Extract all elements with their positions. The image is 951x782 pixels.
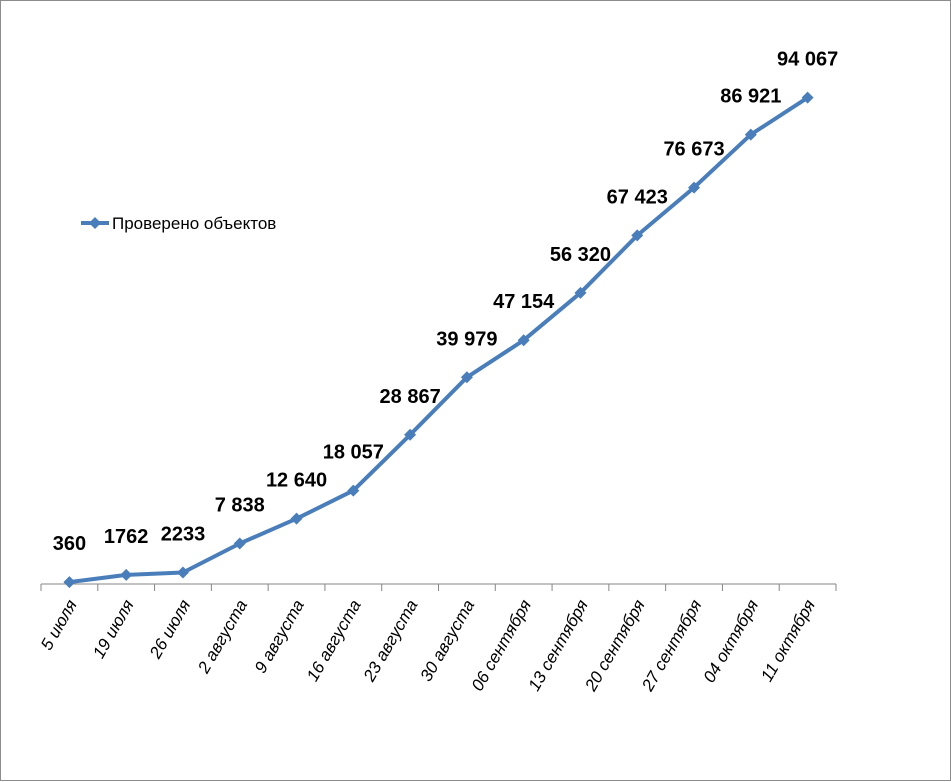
x-tick-label: 19 июля <box>89 597 138 662</box>
series-markers <box>63 91 814 589</box>
data-point-marker <box>631 229 644 242</box>
legend-diamond-marker <box>89 217 101 229</box>
x-tick-label: 30 августа <box>417 597 479 685</box>
legend: Проверено объектов <box>81 214 276 233</box>
x-tick-label: 06 сентября <box>468 597 535 695</box>
x-tick-label: 13 сентября <box>525 597 592 695</box>
x-tick-labels: 5 июля 19 июля 26 июля 2 августа 9 августа16… <box>37 597 819 696</box>
data-label: 47 154 <box>493 291 555 313</box>
data-label: 18 057 <box>323 442 384 464</box>
data-label: 7 838 <box>215 494 265 516</box>
series-line <box>67 95 810 585</box>
legend-series-label: Проверено объектов <box>112 214 276 233</box>
data-label: 39 979 <box>436 328 497 350</box>
data-point-marker <box>290 512 303 525</box>
data-point-marker <box>801 91 814 104</box>
x-tick-label: 2 августа <box>194 597 252 678</box>
x-tick-label: 04 октября <box>700 597 763 686</box>
x-tick-label: 20 сентября <box>581 597 649 696</box>
x-tick-label: 23 августа <box>359 597 421 686</box>
data-point-marker <box>120 568 133 581</box>
data-label: 94 067 <box>777 49 838 71</box>
data-point-marker <box>63 576 76 589</box>
x-tick-label: 26 июля <box>145 597 194 663</box>
data-point-marker <box>688 181 701 194</box>
data-point-marker <box>176 566 189 579</box>
data-point-marker <box>347 484 360 497</box>
data-label: 1762 <box>104 526 149 548</box>
x-ticks <box>40 584 837 591</box>
x-tick-label: 9 августа <box>251 597 308 677</box>
x-tick-label: 16 августа <box>303 597 365 685</box>
x-tick-label: 11 октября <box>757 597 819 685</box>
data-label: 86 921 <box>720 86 781 108</box>
data-point-marker <box>517 334 530 347</box>
data-label: 56 320 <box>550 244 611 266</box>
data-label: 360 <box>53 533 86 555</box>
data-label: 67 423 <box>607 186 668 208</box>
data-label: 12 640 <box>266 470 327 492</box>
data-point-marker <box>460 371 473 384</box>
data-point-marker <box>404 428 417 441</box>
data-point-marker <box>233 537 246 550</box>
data-label: 2233 <box>161 523 206 545</box>
data-label: 76 673 <box>663 139 724 161</box>
x-tick-label: 27 сентября <box>638 597 706 696</box>
data-point-marker <box>744 128 757 141</box>
data-label: 28 867 <box>380 386 441 408</box>
x-tick-label: 5 июля <box>37 597 81 654</box>
data-point-marker <box>574 286 587 299</box>
